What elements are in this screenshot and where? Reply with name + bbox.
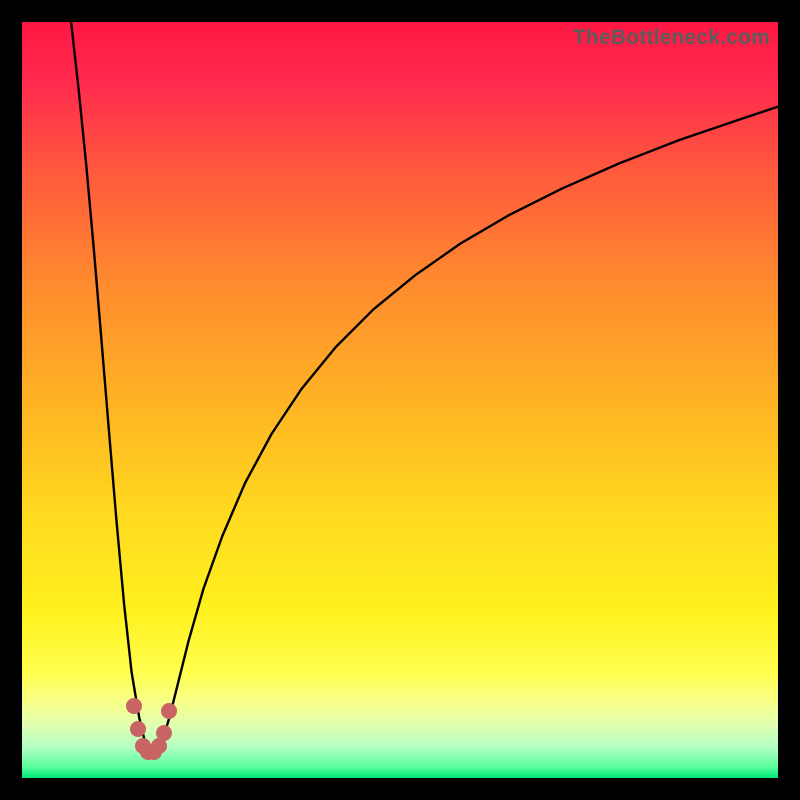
optimal-markers <box>22 22 778 778</box>
optimal-marker <box>151 738 167 754</box>
optimal-marker <box>156 725 172 741</box>
optimal-marker <box>161 703 177 719</box>
optimal-marker <box>130 721 146 737</box>
optimal-marker <box>126 698 142 714</box>
chart-plot-area: TheBottleneck.com <box>22 22 778 778</box>
